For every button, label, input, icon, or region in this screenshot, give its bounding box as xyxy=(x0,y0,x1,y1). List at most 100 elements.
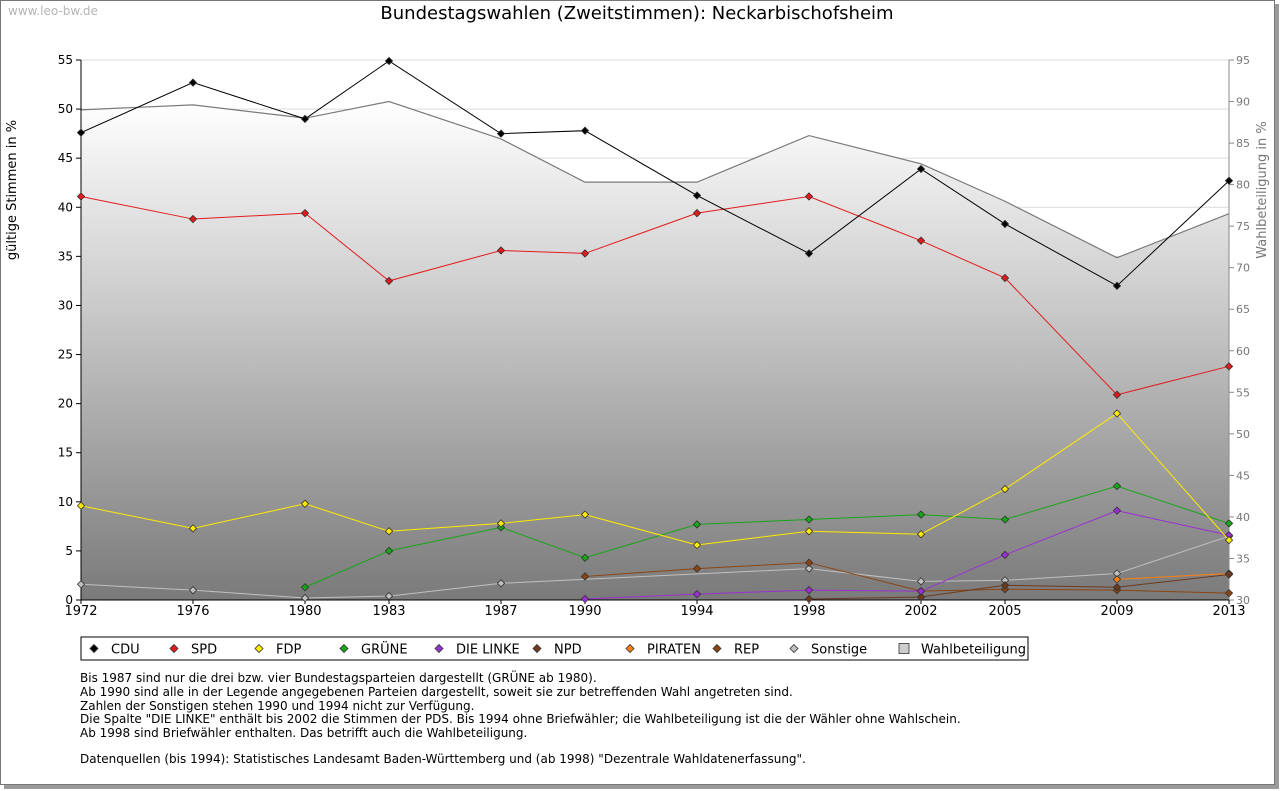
series-line-piraten xyxy=(1116,572,1230,580)
legend-marker xyxy=(434,643,444,654)
y-tick-label: 40 xyxy=(58,200,73,214)
data-point xyxy=(300,593,310,603)
data-point xyxy=(188,586,198,595)
data-point xyxy=(804,527,814,536)
series-line-sonstige xyxy=(80,535,1230,599)
x-tick-label: 1980 xyxy=(288,604,321,619)
data-point xyxy=(1000,219,1010,229)
turnout-line xyxy=(80,100,1230,259)
y-tick-label: 45 xyxy=(58,151,73,165)
data-point xyxy=(1224,519,1234,528)
data-point xyxy=(1000,550,1010,560)
data-point xyxy=(496,129,506,138)
data-point xyxy=(1224,535,1234,545)
note-line: Die Spalte "DIE LINKE" enthält bis 2002 … xyxy=(80,712,961,727)
legend-marker xyxy=(898,643,910,654)
y2-tick-label: 85 xyxy=(1236,137,1250,150)
legend-label: Sonstige xyxy=(811,643,867,658)
y2-tick-label: 65 xyxy=(1236,303,1250,316)
legend-marker xyxy=(532,643,542,654)
note-line: Bis 1987 sind nur die drei bzw. vier Bun… xyxy=(80,671,597,685)
y2-tick-label: 80 xyxy=(1236,179,1250,192)
data-point xyxy=(916,530,926,539)
data-point xyxy=(1000,515,1010,524)
data-point xyxy=(1112,575,1122,584)
data-point xyxy=(916,586,926,596)
series-line-fdp xyxy=(80,412,1230,546)
x-tick-label: 2009 xyxy=(1100,604,1133,619)
y-tick-label: 25 xyxy=(58,348,73,362)
y-tick-label: 20 xyxy=(58,397,73,411)
data-point xyxy=(384,276,394,286)
data-point xyxy=(1112,409,1122,418)
y-axis-label: gültige Stimmen in % xyxy=(5,120,20,260)
y2-tick-label: 45 xyxy=(1236,469,1250,482)
data-point xyxy=(76,580,86,589)
data-point xyxy=(804,594,814,604)
legend-label: GRÜNE xyxy=(361,641,408,658)
data-point xyxy=(580,572,590,581)
data-point xyxy=(804,515,814,524)
x-tick-label: 1972 xyxy=(64,604,97,619)
y-tick-label: 35 xyxy=(58,249,73,263)
y2-tick-label: 90 xyxy=(1236,96,1250,109)
legend-marker xyxy=(789,643,799,654)
x-tick-label: 1987 xyxy=(484,604,517,619)
legend-marker xyxy=(89,643,99,654)
data-point xyxy=(580,553,590,562)
x-tick-label: 1976 xyxy=(176,604,209,619)
data-point xyxy=(300,208,310,218)
legend-label: DIE LINKE xyxy=(456,643,520,658)
watermark: www.leo-bw.de xyxy=(8,4,98,18)
y2-axis-label: Wahlbeteiligung in % xyxy=(1255,121,1270,258)
data-point xyxy=(188,214,198,224)
data-point xyxy=(692,191,702,200)
y2-tick-label: 60 xyxy=(1236,345,1250,358)
legend-label: CDU xyxy=(111,643,140,658)
data-point xyxy=(804,249,814,258)
y-tick-label: 50 xyxy=(58,102,73,116)
data-point xyxy=(1224,570,1234,579)
data-point xyxy=(188,524,198,533)
note-line: Ab 1990 sind alle in der Legende angegeb… xyxy=(80,684,793,699)
data-point xyxy=(1224,176,1234,185)
data-point xyxy=(692,520,702,529)
legend: CDU SPD FDP GRÜNE DIE LINKE NPD PIRATEN REP Sons… xyxy=(80,636,1029,661)
x-tick-label: 1994 xyxy=(680,604,713,619)
data-point xyxy=(1112,481,1122,491)
data-point xyxy=(916,592,926,602)
legend-marker xyxy=(254,643,264,654)
data-point xyxy=(1224,588,1234,598)
data-point xyxy=(804,586,814,595)
y2-tick-label: 95 xyxy=(1236,54,1250,67)
series-line-spd xyxy=(80,195,1230,396)
axes: 0 5 10 15 20 25 30 35 40 45 50 55 30 35 40 45 50 55 60 65 70… xyxy=(5,53,1270,619)
data-point xyxy=(580,249,590,258)
data-point xyxy=(1112,281,1122,290)
data-point xyxy=(300,499,310,508)
data-point xyxy=(804,558,814,567)
y-tick-label: 10 xyxy=(58,495,73,509)
legend-label: SPD xyxy=(191,643,217,658)
series-line-grüne xyxy=(304,485,1230,588)
legend-label: REP xyxy=(734,643,759,658)
data-point xyxy=(76,501,86,510)
series-line-cdu xyxy=(80,60,1230,287)
turnout-area-fill xyxy=(81,101,1229,601)
x-tick-label: 1990 xyxy=(568,604,601,619)
y-tick-label: 55 xyxy=(58,53,73,67)
data-point xyxy=(1000,581,1010,590)
y2-tick-label: 30 xyxy=(1236,594,1250,607)
y2-tick-label: 50 xyxy=(1236,428,1250,441)
y-tick-label: 0 xyxy=(65,593,73,607)
note-line: Ab 1998 sind Briefwähler enthalten. Das … xyxy=(80,726,528,741)
y2-tick-label: 55 xyxy=(1236,386,1250,399)
x-tick-label: 2005 xyxy=(988,604,1021,619)
y2-tick-label: 40 xyxy=(1236,511,1250,524)
data-point xyxy=(916,164,926,174)
data-point xyxy=(496,579,506,588)
data-point xyxy=(496,246,506,255)
x-tick-label: 1983 xyxy=(372,604,405,619)
x-tick-label: 2002 xyxy=(904,604,937,619)
x-tick-label: 1998 xyxy=(792,604,825,619)
